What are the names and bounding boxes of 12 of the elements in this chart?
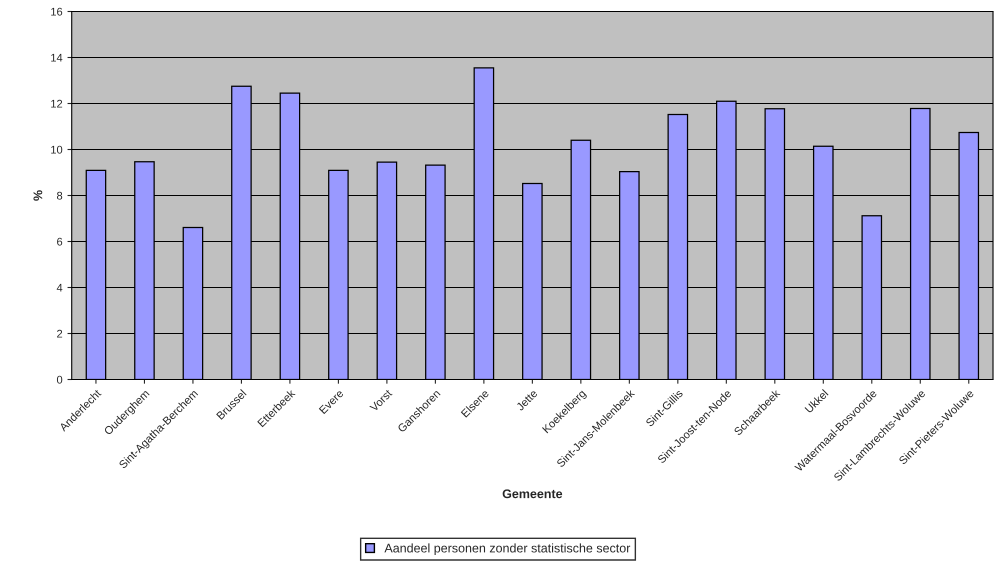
y-tick-label: 12 [51, 100, 62, 108]
y-axis-title: % [33, 190, 42, 201]
legend-label: Aandeel personen zonder statistische sector [384, 543, 630, 555]
x-axis-title: Gemeente [502, 489, 562, 498]
y-tick-label: 2 [57, 330, 62, 338]
y-tick-label: 10 [51, 146, 62, 154]
y-tick-label: 16 [51, 8, 62, 16]
y-tick-label: 14 [51, 54, 62, 62]
y-tick-label: 8 [56, 192, 62, 200]
y-tick-label: 4 [56, 284, 62, 292]
y-tick-label: 6 [57, 238, 62, 246]
y-tick-label: 0 [56, 376, 62, 384]
